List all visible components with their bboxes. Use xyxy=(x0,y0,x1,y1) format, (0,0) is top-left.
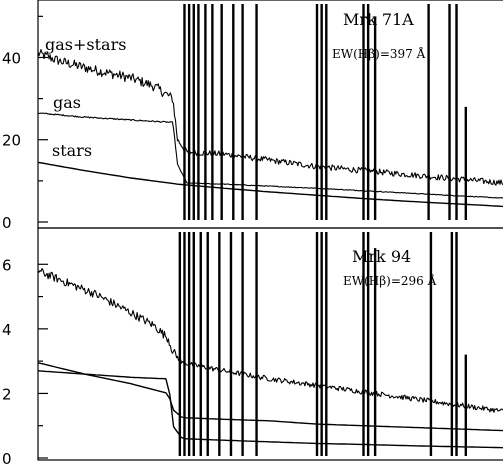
top-series-gas-stars xyxy=(37,48,503,186)
bottom-series-stars xyxy=(37,362,503,432)
label-gas: gas xyxy=(53,93,81,112)
top-ytick-label-0: 0 xyxy=(2,214,12,232)
bottom-ytick-label-2: 2 xyxy=(2,385,12,403)
top-ytick-label-20: 20 xyxy=(2,132,21,150)
top-ew-label: EW(Hβ)=397 Å xyxy=(332,46,426,61)
bottom-series-gas xyxy=(37,370,503,449)
bottom-curves xyxy=(37,267,503,449)
top-series-stars xyxy=(37,161,503,208)
label-stars: stars xyxy=(52,141,92,160)
bottom-object-label: Mrk 94 xyxy=(352,247,411,266)
bottom-y-ticks: 0 2 4 6 xyxy=(2,256,48,466)
top-emission-lines xyxy=(183,4,467,220)
bottom-panel-frame xyxy=(37,227,503,461)
bottom-ytick-label-0: 0 xyxy=(2,450,12,466)
bottom-ew-label: EW(Hβ)=296 Å xyxy=(343,273,437,288)
top-object-label: Mrk 71A xyxy=(343,10,414,29)
bottom-emission-lines xyxy=(178,232,467,456)
bottom-ytick-label-6: 6 xyxy=(2,256,12,274)
top-ytick-label-40: 40 xyxy=(2,49,21,67)
top-series-gas xyxy=(37,112,503,199)
bottom-ytick-label-4: 4 xyxy=(2,321,12,339)
bottom-series-gas-stars xyxy=(37,267,503,413)
top-curves xyxy=(37,48,503,208)
top-y-ticks: 0 20 40 xyxy=(2,15,48,232)
panel-mrk-71a: 0 20 40 Mrk 71A EW(Hβ)=397 Å gas+stars gas… xyxy=(2,0,503,232)
panel-mrk-94: 0 2 4 6 Mrk 94 EW(Hβ)=296 Å xyxy=(2,227,503,466)
label-gas-stars: gas+stars xyxy=(45,35,126,54)
